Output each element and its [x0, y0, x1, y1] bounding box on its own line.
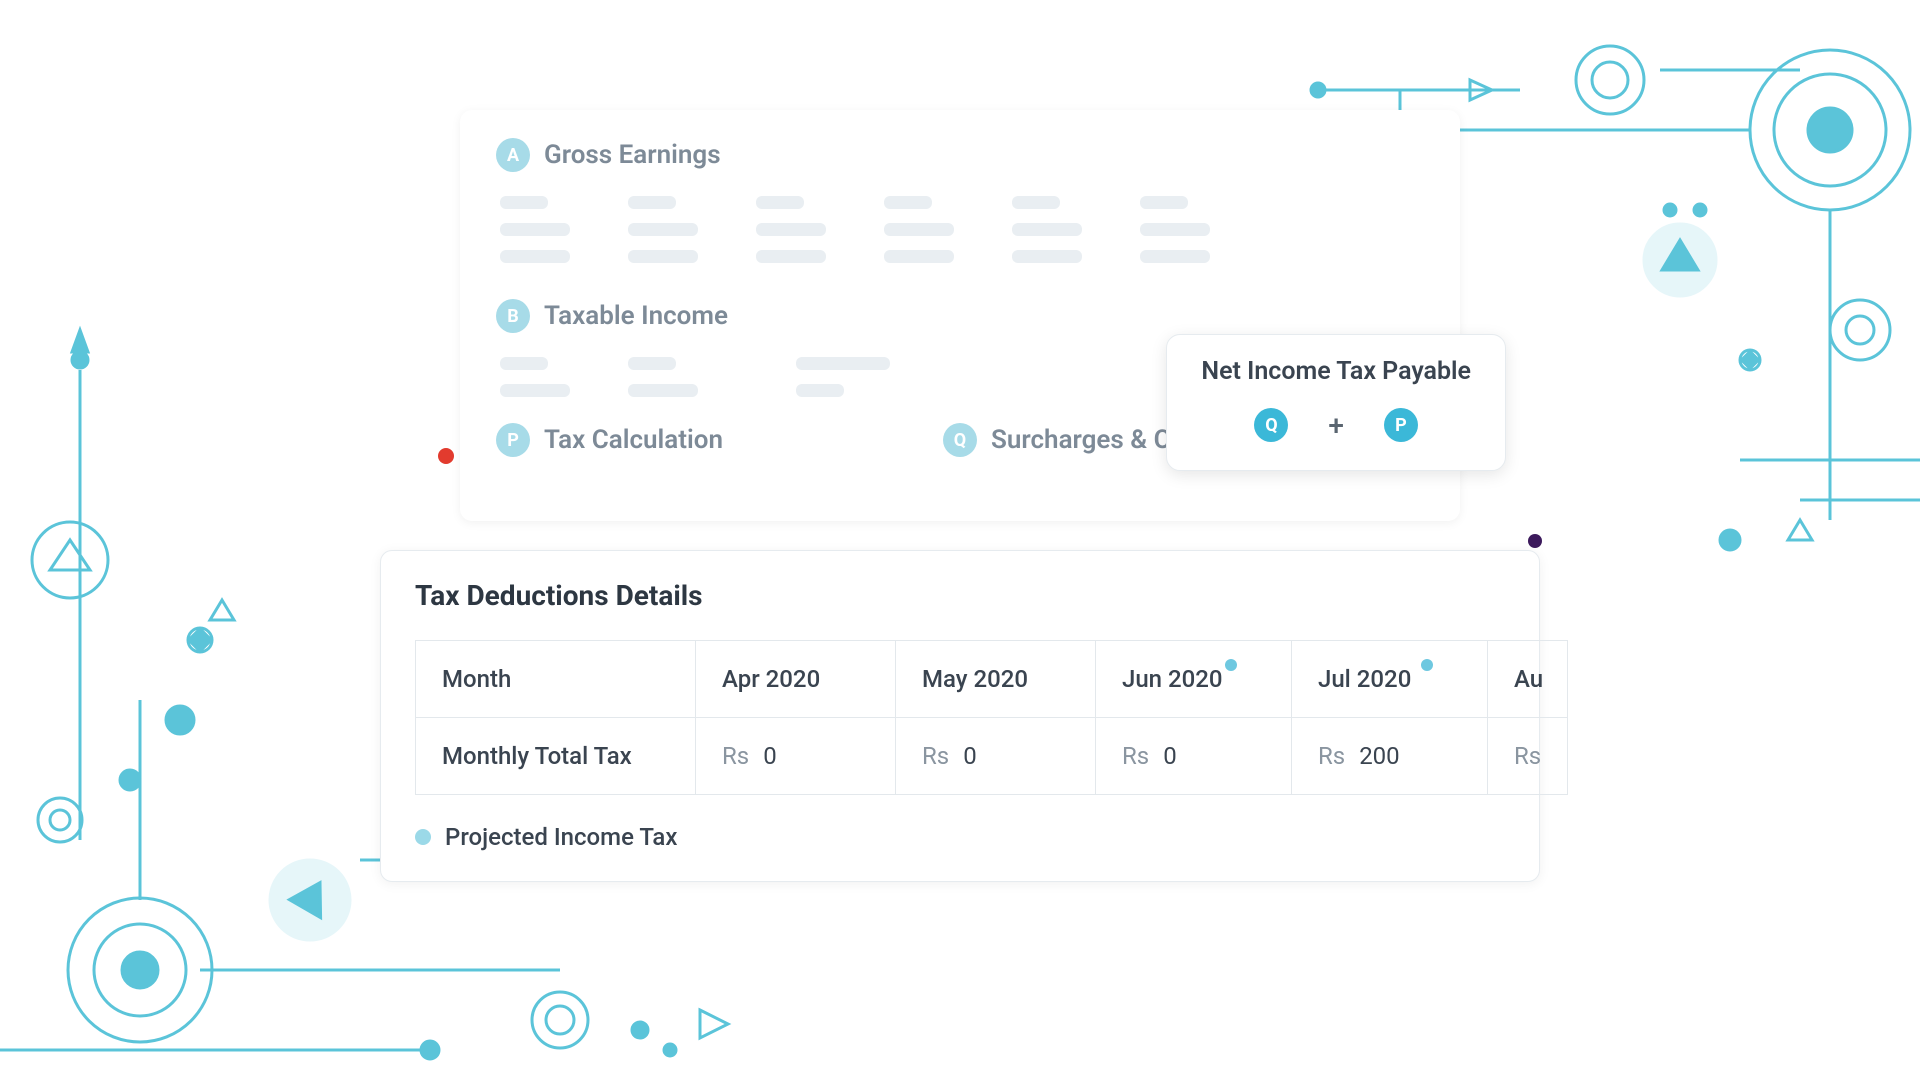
taxable-income-title: Taxable Income [544, 301, 728, 331]
col-may: May 2020 [896, 641, 1096, 718]
cell-jul: Rs200 [1292, 718, 1488, 795]
net-income-tax-popup: Net Income Tax Payable Q + P [1166, 334, 1506, 471]
badge-a: A [496, 138, 530, 172]
table-row: Monthly Total Tax Rs0 Rs0 Rs0 Rs200 Rs [416, 718, 1568, 795]
net-popup-formula: Q + P [1201, 408, 1471, 442]
row-label: Monthly Total Tax [416, 718, 696, 795]
tax-calculation-header: P Tax Calculation [496, 423, 723, 457]
net-popup-title: Net Income Tax Payable [1201, 357, 1471, 386]
col-jun: Jun 2020 [1096, 641, 1292, 718]
formula-badge-p: P [1384, 408, 1418, 442]
badge-b: B [496, 299, 530, 333]
tax-deductions-title: Tax Deductions Details [415, 579, 1505, 612]
tax-summary-card: A Gross Earnings B Taxable Income P Tax … [460, 110, 1460, 521]
tax-calculation-title: Tax Calculation [544, 425, 723, 455]
cell-jun: Rs0 [1096, 718, 1292, 795]
gross-earnings-title: Gross Earnings [544, 140, 721, 170]
col-apr: Apr 2020 [696, 641, 896, 718]
badge-q: Q [943, 423, 977, 457]
plus-icon: + [1328, 409, 1344, 442]
cell-may: Rs0 [896, 718, 1096, 795]
col-jul: Jul 2020 [1292, 641, 1488, 718]
legend-projected: Projected Income Tax [415, 823, 1505, 851]
badge-p: P [496, 423, 530, 457]
legend-label: Projected Income Tax [445, 823, 677, 851]
table-header-row: Month Apr 2020 May 2020 Jun 2020 Jul 202… [416, 641, 1568, 718]
projected-dot-icon [1225, 659, 1237, 671]
cell-aug: Rs [1488, 718, 1568, 795]
col-month-header: Month [416, 641, 696, 718]
tax-deductions-table: Month Apr 2020 May 2020 Jun 2020 Jul 202… [415, 640, 1568, 795]
purple-marker-dot [1528, 534, 1542, 548]
gross-earnings-header: A Gross Earnings [496, 138, 1424, 172]
formula-badge-q: Q [1254, 408, 1288, 442]
legend-dot-icon [415, 829, 431, 845]
col-aug: Au [1488, 641, 1568, 718]
cell-apr: Rs0 [696, 718, 896, 795]
gross-earnings-skeleton [500, 196, 1424, 263]
tax-deductions-card: Tax Deductions Details Month Apr 2020 Ma… [380, 550, 1540, 882]
red-marker-dot [438, 448, 454, 464]
content-wrapper: A Gross Earnings B Taxable Income P Tax … [380, 110, 1540, 521]
taxable-income-header: B Taxable Income [496, 299, 1424, 333]
projected-dot-icon [1421, 659, 1433, 671]
